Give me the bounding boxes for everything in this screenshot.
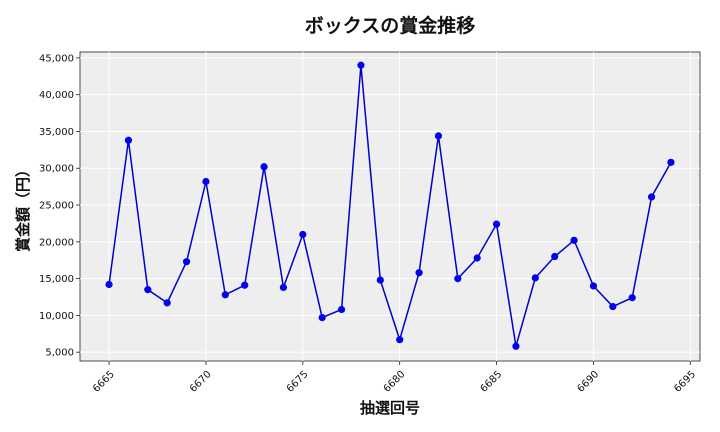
y-axis-label: 賞金額（円） bbox=[14, 162, 32, 252]
y-tick-label: 5,000 bbox=[45, 348, 74, 359]
data-points bbox=[105, 61, 675, 350]
data-point bbox=[241, 281, 249, 289]
y-tick-label: 10,000 bbox=[39, 311, 74, 322]
data-point bbox=[299, 230, 307, 239]
data-point bbox=[531, 274, 539, 282]
data-point bbox=[144, 286, 152, 294]
y-tick-label: 40,000 bbox=[39, 90, 74, 101]
data-point bbox=[609, 302, 617, 311]
data-point bbox=[492, 220, 501, 228]
x-axis-ticks: 6665 6670 6675 6680 6685 6690 6695 bbox=[91, 361, 698, 395]
y-tick-label: 20,000 bbox=[39, 237, 74, 248]
data-point bbox=[415, 269, 423, 277]
data-point bbox=[570, 236, 578, 244]
y-tick-label: 35,000 bbox=[39, 127, 74, 138]
y-tick-label: 30,000 bbox=[39, 164, 74, 175]
chart-title: ボックスの賞金推移 bbox=[305, 14, 475, 37]
data-point bbox=[454, 275, 462, 283]
data-point bbox=[182, 258, 191, 266]
data-point bbox=[279, 283, 288, 292]
data-point bbox=[473, 254, 481, 262]
data-point bbox=[105, 280, 113, 289]
grid bbox=[80, 52, 700, 361]
data-point bbox=[221, 291, 229, 299]
data-point bbox=[202, 177, 210, 186]
y-tick-label: 15,000 bbox=[39, 274, 74, 285]
x-tick-label: 6680 bbox=[382, 369, 408, 395]
data-point bbox=[667, 158, 675, 166]
y-tick-label: 45,000 bbox=[39, 53, 74, 64]
y-axis-ticks: 5,000 10,000 15,000 20,000 25,000 30,000 35,00… bbox=[39, 53, 80, 359]
data-point bbox=[318, 313, 326, 322]
data-point bbox=[337, 305, 346, 314]
data-point bbox=[551, 252, 559, 261]
x-tick-label: 6690 bbox=[575, 369, 601, 395]
x-axis-label: 抽選回号 bbox=[360, 399, 420, 417]
data-point bbox=[512, 342, 520, 350]
data-point bbox=[376, 276, 384, 284]
y-tick-label: 25,000 bbox=[39, 201, 74, 212]
x-tick-label: 6695 bbox=[672, 369, 698, 395]
plot-area bbox=[79, 51, 701, 362]
x-tick-label: 6670 bbox=[188, 369, 214, 395]
data-point bbox=[163, 299, 171, 307]
x-tick-label: 6675 bbox=[285, 369, 311, 395]
data-point bbox=[434, 132, 443, 140]
data-point bbox=[589, 282, 598, 290]
x-tick-label: 6685 bbox=[479, 369, 505, 395]
data-point bbox=[628, 294, 636, 302]
data-point bbox=[124, 136, 133, 144]
data-point bbox=[396, 336, 404, 344]
series-line bbox=[108, 65, 672, 347]
data-point bbox=[647, 193, 656, 201]
data-point bbox=[260, 163, 268, 171]
data-point bbox=[357, 61, 365, 69]
x-tick-label: 6665 bbox=[91, 369, 117, 395]
